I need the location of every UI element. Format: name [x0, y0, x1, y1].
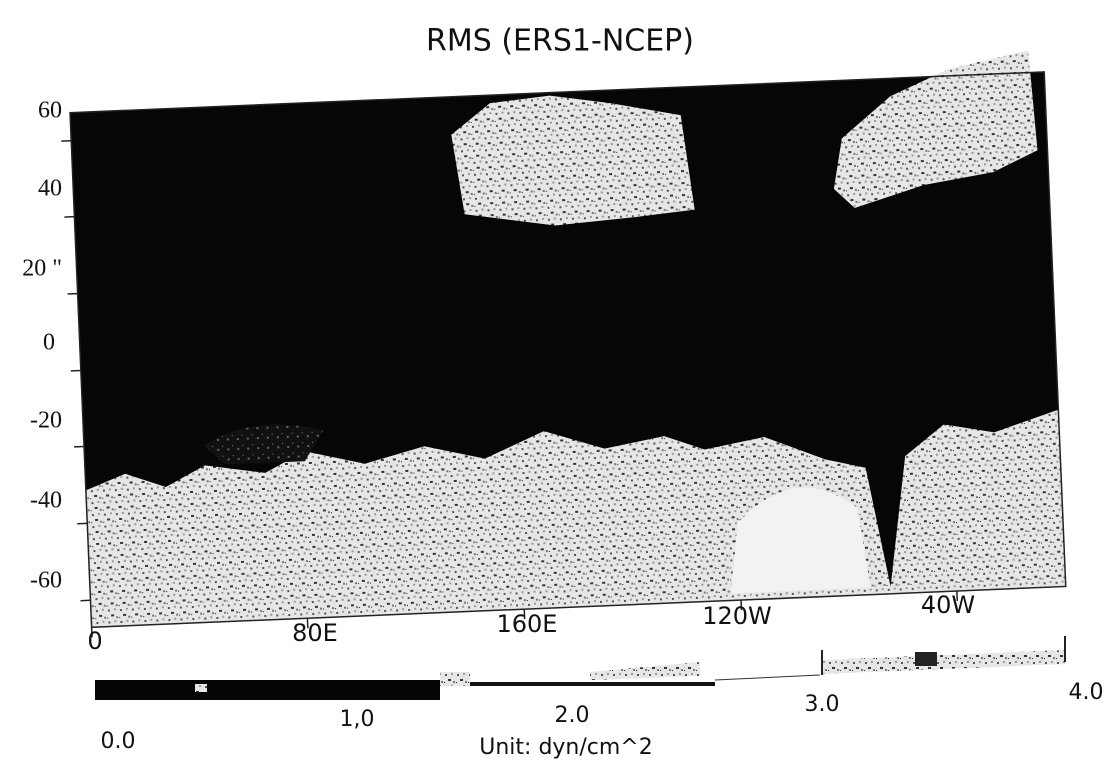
- colorbar-label: 0.0: [101, 729, 136, 754]
- colorbar-label: 2.0: [555, 703, 590, 728]
- y-label: 20 ": [22, 256, 62, 282]
- page: {"title": "RMS (ERS1-NCEP)", "y_axis": {…: [0, 0, 1113, 774]
- x-label: 0: [87, 627, 102, 655]
- colorbar-segment: [822, 650, 1065, 674]
- colorbar-segment: [590, 662, 700, 680]
- x-label: 120W: [702, 602, 772, 630]
- x-label: 160E: [497, 610, 558, 638]
- y-label: -60: [30, 568, 62, 594]
- figure: RMS (ERS1-NCEP) 60 40 20 " 0 -20 -40 -60…: [0, 0, 1113, 774]
- title: RMS (ERS1-NCEP): [426, 24, 694, 59]
- colorbar-label: 4.0: [1069, 680, 1104, 705]
- x-label: 40W: [921, 591, 975, 619]
- colorbar-speck: [195, 684, 207, 692]
- y-label: -40: [30, 488, 62, 514]
- colorbar-line: [715, 675, 820, 680]
- x-label: 80E: [292, 619, 338, 647]
- colorbar-unit: Unit: dyn/cm^2: [479, 735, 653, 760]
- y-label: 60: [38, 98, 62, 124]
- colorbar-label: 3.0: [805, 692, 840, 717]
- colorbar-segment: [915, 652, 937, 666]
- colorbar-segment: [470, 682, 715, 686]
- y-label: 40: [38, 176, 62, 202]
- colorbar-segment: [440, 672, 470, 686]
- colorbar-segment: [95, 680, 440, 700]
- map: [59, 50, 1066, 638]
- y-label: -20: [30, 408, 62, 434]
- colorbar: 0.0 1,0 2.0 3.0 4.0 Unit: dyn/cm^2: [95, 636, 1104, 760]
- colorbar-label: 1,0: [340, 707, 375, 732]
- y-axis: 60 40 20 " 0 -20 -40 -60: [22, 98, 62, 594]
- y-label: 0: [43, 330, 55, 356]
